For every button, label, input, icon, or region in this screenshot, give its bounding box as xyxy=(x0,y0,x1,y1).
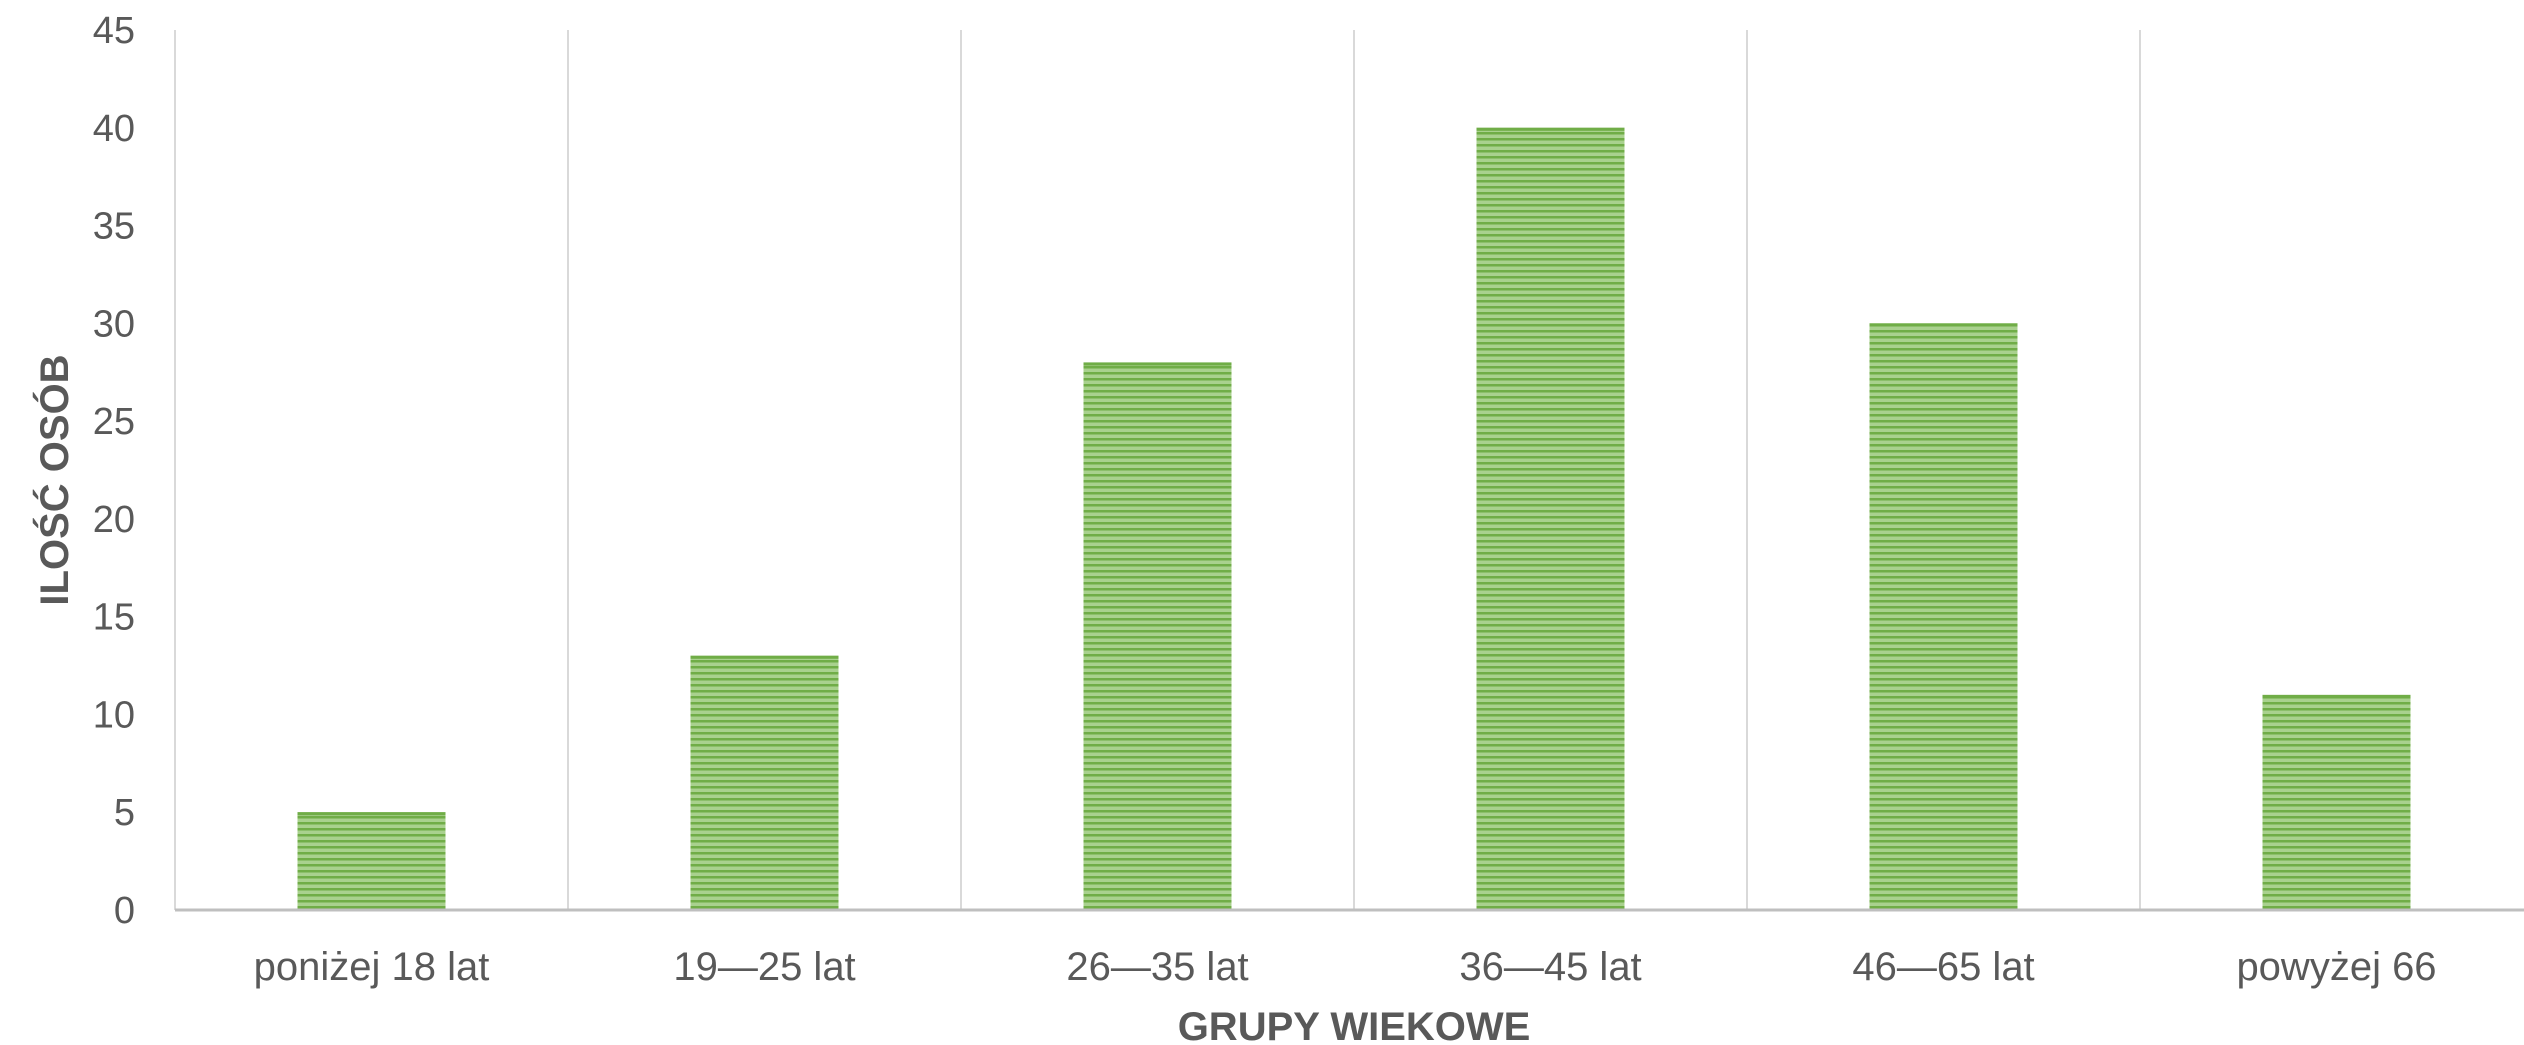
bar xyxy=(1869,323,2018,910)
x-category-label: 36—45 lat xyxy=(1459,945,1641,989)
y-tick-label: 5 xyxy=(114,792,135,834)
y-tick-labels: 0 5 10 15 20 25 30 35 40 45 xyxy=(93,10,135,932)
y-tick-label: 30 xyxy=(93,303,135,345)
y-tick-label: 20 xyxy=(93,499,135,541)
bars xyxy=(297,127,2411,911)
x-category-labels: poniżej 18 lat 19—25 lat 26—35 lat 36—45 la… xyxy=(254,945,2437,989)
y-tick-label: 40 xyxy=(93,108,135,150)
bar xyxy=(297,812,446,910)
bar-top-edge xyxy=(690,655,839,659)
bar-top-edge xyxy=(1869,323,2018,327)
y-tick-label: 15 xyxy=(93,597,135,639)
x-axis-title: GRUPY WIEKOWE xyxy=(1178,1005,1531,1045)
bar xyxy=(1476,127,1625,911)
bar-top-edge xyxy=(1476,127,1625,131)
y-tick-label: 35 xyxy=(93,206,135,248)
x-category-label: 46—65 lat xyxy=(1852,945,2034,989)
bar-top-edge xyxy=(1083,362,1232,366)
y-tick-label: 0 xyxy=(114,890,135,932)
x-category-label: 26—35 lat xyxy=(1066,945,1248,989)
y-tick-label: 45 xyxy=(93,10,135,52)
y-tick-label: 10 xyxy=(93,694,135,736)
x-category-label: powyżej 66 xyxy=(2236,945,2436,989)
bar xyxy=(1083,362,1232,910)
y-axis-title: ILOŚĆ OSÓB xyxy=(31,354,77,605)
y-tick-label: 25 xyxy=(93,401,135,443)
bar-top-edge xyxy=(297,812,446,816)
bar-top-edge xyxy=(2262,694,2411,698)
x-category-label: poniżej 18 lat xyxy=(254,945,490,989)
x-category-label: 19—25 lat xyxy=(673,945,855,989)
grid-lines xyxy=(174,30,2141,910)
bar xyxy=(2262,694,2411,910)
bar xyxy=(690,655,839,910)
